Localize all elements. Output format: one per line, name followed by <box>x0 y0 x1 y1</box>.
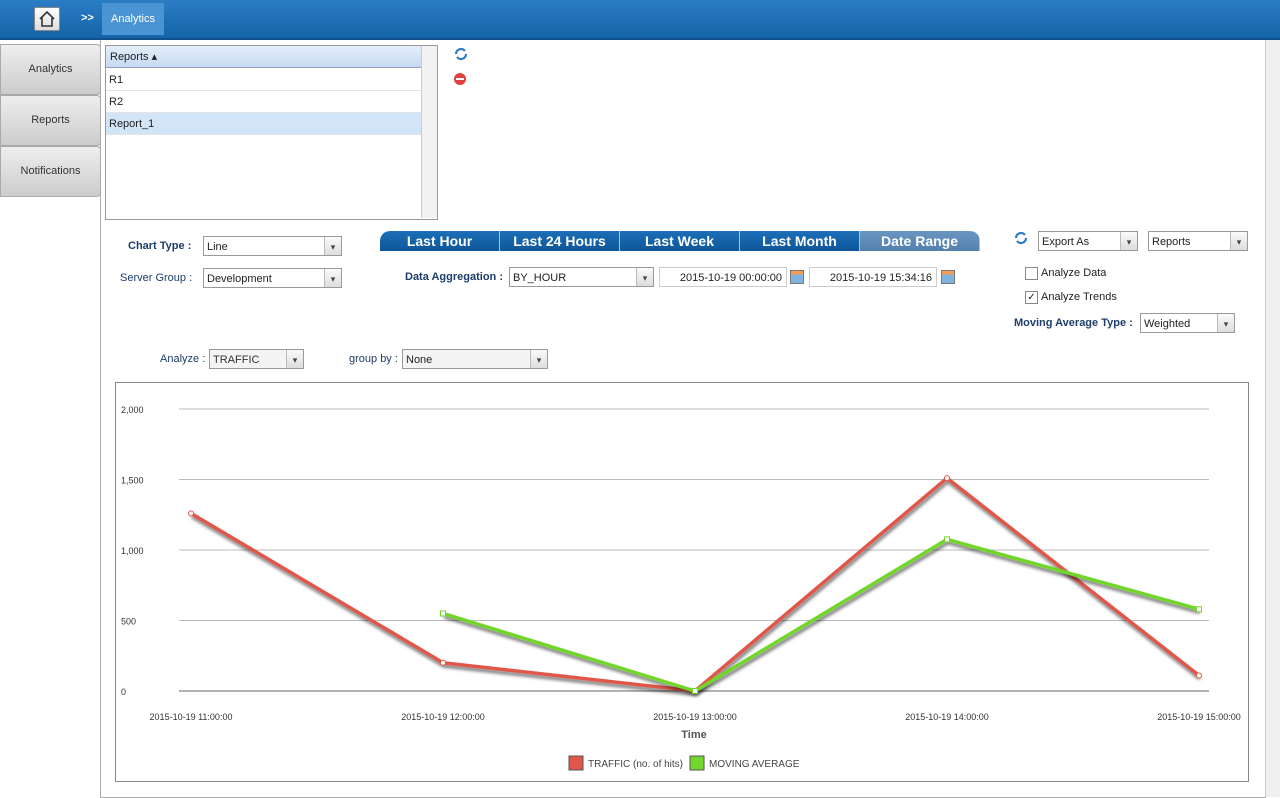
group-by-select[interactable]: None <box>402 349 548 369</box>
export-target-select[interactable]: Reports <box>1148 231 1248 251</box>
y-tick-label: 1,000 <box>121 546 144 556</box>
x-axis-title: Time <box>681 729 706 741</box>
x-tick-label: 2015-10-19 12:00:00 <box>401 712 485 722</box>
start-date[interactable]: 2015-10-19 00:00:00 <box>659 267 787 287</box>
time-tab[interactable]: Last Hour <box>380 231 500 251</box>
label: group by : <box>349 353 398 365</box>
scrollbar[interactable] <box>1265 40 1280 797</box>
series-line <box>442 537 1200 693</box>
label: Chart Type : <box>128 240 192 252</box>
table-row[interactable]: R1 <box>106 69 421 91</box>
end-date[interactable]: 2015-10-19 15:34:16 <box>809 267 937 287</box>
chart-type-select[interactable]: Line <box>203 236 342 256</box>
data-point <box>188 510 194 517</box>
table-row[interactable]: Report_1 <box>106 113 421 135</box>
aggregation-select[interactable]: BY_HOUR <box>509 267 654 287</box>
table-actions <box>454 47 468 85</box>
calendar-icon[interactable] <box>941 270 955 284</box>
time-tab[interactable]: Date Range <box>860 231 980 251</box>
data-point <box>692 688 698 694</box>
header-text: Reports <box>110 51 149 63</box>
time-tab[interactable]: Last Month <box>740 231 860 251</box>
calendar-icon[interactable] <box>790 270 804 284</box>
reports-table: Reports ▴ R1 R2 Report_1 <box>105 45 438 220</box>
sidebar-item[interactable]: Analytics <box>0 44 101 95</box>
moving-average-select[interactable]: Weighted <box>1140 313 1235 333</box>
checkbox-label: Analyze Trends <box>1041 291 1117 303</box>
label: Data Aggregation : <box>405 271 503 283</box>
data-point <box>440 610 446 617</box>
checkbox[interactable] <box>1025 267 1038 280</box>
checkbox-label: Analyze Data <box>1041 267 1107 279</box>
y-tick-label: 2,000 <box>121 405 144 415</box>
chart: 0 500 1,000 1,500 2,000 2015-10-19 11:00:00 20… <box>121 405 1241 771</box>
time-tab[interactable]: Last Week <box>620 231 740 251</box>
sidebar-item[interactable]: Reports <box>0 95 101 146</box>
data-point <box>944 475 950 482</box>
data-point <box>440 659 446 666</box>
home-icon <box>39 10 55 27</box>
x-tick-label: 2015-10-19 14:00:00 <box>905 712 989 722</box>
series-line <box>190 475 1201 693</box>
analyze-select[interactable]: TRAFFIC <box>209 349 304 369</box>
table-scrollbar[interactable] <box>421 46 437 218</box>
breadcrumb-current[interactable]: Analytics <box>102 3 164 35</box>
data-point <box>1196 672 1202 679</box>
x-tick-label: 2015-10-19 13:00:00 <box>653 712 737 722</box>
top-bar: >> Analytics <box>0 0 1280 40</box>
label: Analyze : <box>160 353 206 365</box>
sidebar-item[interactable]: Notifications <box>0 146 101 197</box>
data-point <box>944 536 950 543</box>
data-point <box>1196 606 1202 613</box>
legend-swatch <box>689 755 705 771</box>
home-button[interactable] <box>34 7 60 31</box>
table-header[interactable]: Reports ▴ <box>106 46 421 68</box>
refresh-icon[interactable] <box>454 47 468 61</box>
y-tick-label: 1,500 <box>121 476 144 486</box>
chart-frame: 0 500 1,000 1,500 2,000 2015-10-19 11:00:00 20… <box>115 382 1249 782</box>
refresh-icon[interactable] <box>1012 229 1030 247</box>
legend-label: TRAFFIC (no. of hits) <box>588 759 683 770</box>
label: Moving Average Type : <box>1014 317 1133 329</box>
table-row[interactable]: R2 <box>106 91 421 113</box>
y-tick-label: 500 <box>121 617 136 627</box>
server-group-select[interactable]: Development <box>203 268 342 288</box>
legend-label: MOVING AVERAGE <box>709 759 800 770</box>
x-tick-label: 2015-10-19 15:00:00 <box>1157 712 1241 722</box>
legend-swatch <box>568 755 584 771</box>
x-tick-label: 2015-10-19 11:00:00 <box>150 712 233 722</box>
label: Server Group : <box>120 272 193 284</box>
y-tick-label: 0 <box>121 687 126 697</box>
checkbox[interactable]: ✓ <box>1025 291 1038 304</box>
time-tabs: Last Hour Last 24 Hours Last Week Last Mont… <box>380 231 980 251</box>
delete-bar <box>456 78 464 80</box>
export-select[interactable]: Export As <box>1038 231 1138 251</box>
breadcrumb-separator: >> <box>81 12 94 24</box>
time-tab[interactable]: Last 24 Hours <box>500 231 620 251</box>
